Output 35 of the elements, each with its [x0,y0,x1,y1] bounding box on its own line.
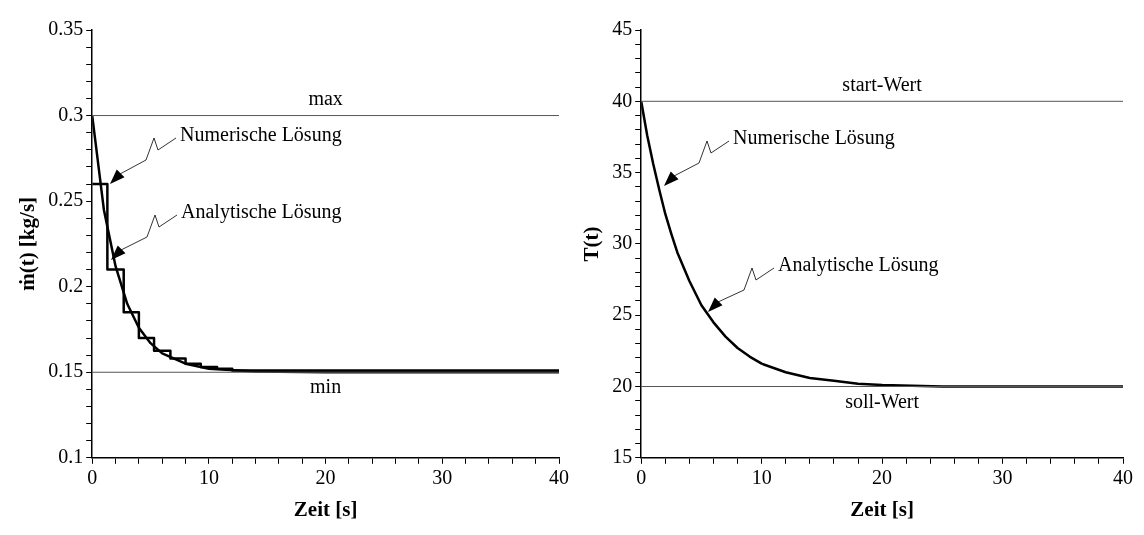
y-tick-label: 45 [612,17,633,40]
y-tick-label: 0.3 [58,102,84,125]
x-axis-title: Zeit [s] [850,496,914,521]
x-tick-label: 30 [432,466,453,489]
y-tick-label: 20 [612,373,633,396]
ref-line-label: start-Wert [842,72,923,95]
x-tick-label: 40 [1113,466,1133,489]
y-tick-label: 15 [612,445,633,468]
x-tick-label: 10 [751,466,772,489]
annotation: Analytische Lösung [778,252,939,276]
y-axis-title: T(t) [579,226,604,262]
annotation: Numerische Lösung [180,122,342,146]
ref-line-label: min [310,375,342,398]
annotation: Analytische Lösung [181,199,342,223]
x-tick-label: 40 [549,466,569,489]
annotation: Numerische Lösung [733,125,895,149]
x-tick-label: 0 [636,466,647,489]
y-tick-label: 0.2 [58,273,84,296]
y-tick-label: 40 [612,88,633,111]
x-tick-label: 10 [198,466,219,489]
y-axis-title: ṁ(t) [kg/s] [15,196,40,291]
y-tick-label: 0.35 [48,17,84,40]
x-axis-title: Zeit [s] [293,496,358,521]
y-tick-label: 0.25 [48,188,84,211]
y-tick-label: 35 [612,159,633,182]
y-tick-label: 25 [612,302,633,325]
x-tick-label: 20 [872,466,893,489]
ref-line-label: max [308,86,343,109]
y-tick-label: 0.1 [58,445,84,468]
x-tick-label: 20 [315,466,336,489]
x-tick-label: 30 [992,466,1013,489]
ref-line-label: soll-Wert [845,389,920,412]
y-tick-label: 30 [612,231,633,254]
x-tick-label: 0 [87,466,98,489]
y-tick-label: 0.15 [48,359,84,382]
